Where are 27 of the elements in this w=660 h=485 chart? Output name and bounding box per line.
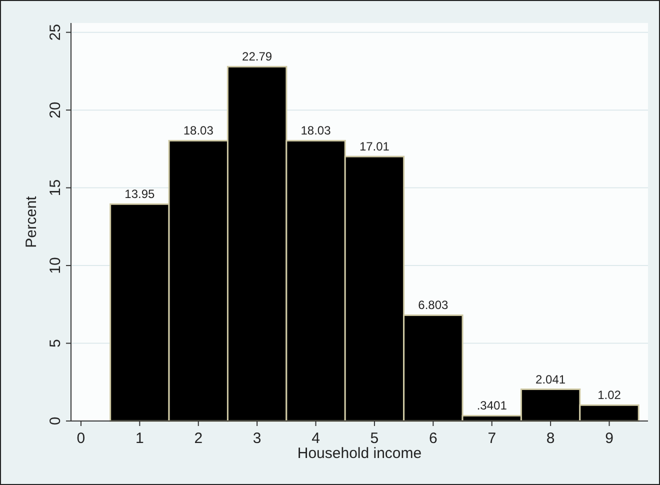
y-tick-label: 20 [47,102,64,118]
x-tick-label: 3 [252,430,262,447]
y-axis-title: Percent [23,195,40,248]
data-label: 2.041 [536,372,566,386]
x-tick-label: 4 [312,430,320,447]
x-tick-label: 8 [546,430,555,447]
x-tick-label: 6 [428,430,438,447]
x-tick-label: 2 [194,430,203,447]
y-tick-label: 25 [47,24,64,41]
data-label: 18.03 [300,124,332,138]
x-tick-label: 0 [76,430,86,447]
x-tick-label: 9 [605,430,614,447]
y-tick-label: 0 [47,416,64,426]
data-label: 17.01 [359,140,390,154]
x-tick-label: 5 [370,430,379,447]
y-tick-label: 15 [47,179,64,196]
data-label: 18.03 [183,124,214,138]
data-label: 1.02 [598,388,622,402]
x-tick-label: 1 [136,430,144,447]
x-axis-title: Household income [297,445,422,462]
data-label: 6.803 [418,298,449,312]
x-tick-label: 7 [488,430,496,447]
data-label: .3401 [476,398,508,413]
data-label: 22.79 [242,50,272,64]
y-tick-label: 5 [47,339,64,348]
data-label: 13.95 [124,187,156,202]
y-tick-label: 10 [47,257,64,274]
